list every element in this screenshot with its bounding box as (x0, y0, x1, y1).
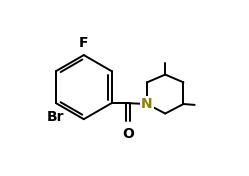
Text: N: N (141, 97, 153, 111)
Text: O: O (122, 127, 134, 141)
Text: Br: Br (46, 110, 64, 124)
Text: F: F (79, 36, 89, 50)
